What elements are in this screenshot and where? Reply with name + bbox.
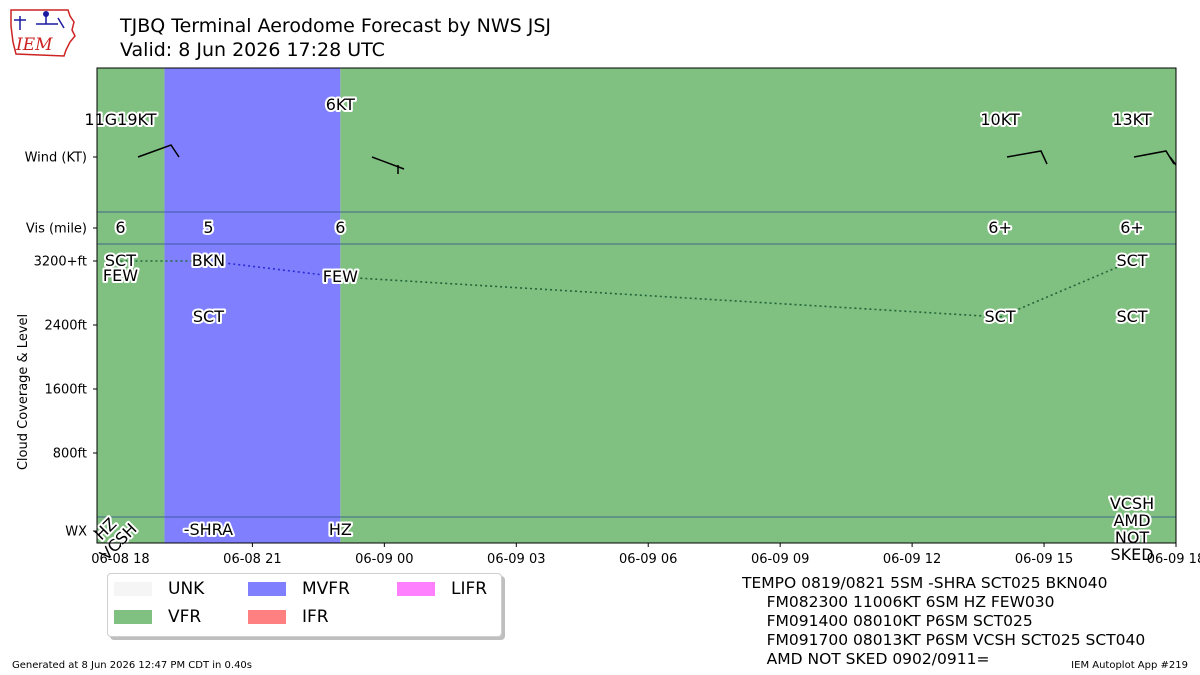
wind-label: 6KT <box>326 95 355 114</box>
y-axis-label: Cloud Coverage & Level <box>16 314 31 470</box>
raw-taf-line: TEMPO 0819/0821 5SM -SHRA SCT025 BKN040 <box>742 574 1108 592</box>
y-tick-label: Wind (KT) <box>25 151 87 166</box>
wx-label: VCSH <box>1110 494 1154 513</box>
cloud-cover-label: BKN <box>192 251 225 270</box>
x-tick-label: 06-09 15 <box>1015 552 1073 567</box>
legend: UNK VFR MVFR IFR LIFR <box>107 573 502 637</box>
cloud-cover-label: SCT <box>1116 251 1147 270</box>
x-tick-label: 06-08 21 <box>223 552 281 567</box>
iowa-map-icon: IEM <box>10 9 76 57</box>
cloud-cover-label: FEW <box>323 267 358 286</box>
visibility-label: 6 <box>115 218 125 237</box>
plot-frame <box>96 67 1177 544</box>
band-vfr-2 <box>340 68 1176 543</box>
band-mvfr-1 <box>164 68 341 543</box>
visibility-label: 6+ <box>1120 218 1144 237</box>
y-tick-label: 2400ft <box>44 319 87 334</box>
raw-taf-text: TEMPO 0819/0821 5SM -SHRA SCT025 BKN040 … <box>742 574 1145 669</box>
band-vfr-0 <box>97 68 165 543</box>
raw-taf-line: FM082300 11006KT 6SM HZ FEW030 <box>742 593 1055 611</box>
app-footer: IEM Autoplot App #219 <box>1071 660 1188 671</box>
cloud-cover-label: SCT <box>193 307 224 326</box>
legend-swatch <box>248 582 286 596</box>
wx-label: -SHRA <box>184 520 233 539</box>
legend-swatch <box>114 582 152 596</box>
x-tick-label: 06-09 09 <box>751 552 809 567</box>
y-tick-label: WX <box>65 525 87 540</box>
flight-category-bands <box>97 68 1176 543</box>
wx-label: SKED <box>1110 545 1153 564</box>
x-tick-label: 06-08 18 <box>91 552 149 567</box>
legend-swatch <box>114 610 152 624</box>
raw-taf-line: FM091700 08013KT P6SM VCSH SCT025 SCT040 <box>742 631 1146 649</box>
x-axis: 06-08 18 06-08 21 06-09 00 06-09 03 06-09 06… <box>91 543 1200 567</box>
chart-title-block: TJBQ Terminal Aerodome Forecast by NWS J… <box>120 14 551 62</box>
legend-item-mvfr: MVFR <box>248 578 350 600</box>
cloud-lines <box>120 260 1133 318</box>
cloud-cover-label: SCT <box>1116 307 1147 326</box>
y-tick-label: 800ft <box>53 447 87 462</box>
legend-label: VFR <box>168 607 202 627</box>
x-tick-label: 06-09 18 <box>1147 552 1200 567</box>
x-tick-label: 06-09 06 <box>619 552 677 567</box>
y-tick-label: 1600ft <box>44 383 87 398</box>
legend-item-unk: UNK <box>114 578 204 600</box>
raw-taf-line: FM091400 08010KT P6SM SCT025 <box>742 612 1033 630</box>
x-tick-label: 06-09 12 <box>883 552 941 567</box>
legend-label: LIFR <box>451 579 488 599</box>
iem-logo: IEM <box>8 6 78 58</box>
x-tick-label: 06-09 00 <box>355 552 413 567</box>
legend-swatch <box>248 610 286 624</box>
logo-text: IEM <box>15 35 53 55</box>
legend-label: MVFR <box>302 579 350 599</box>
legend-item-ifr: IFR <box>248 606 329 628</box>
visibility-label: 6+ <box>988 218 1012 237</box>
chart-subtitle: Valid: 8 Jun 2026 17:28 UTC <box>120 39 385 61</box>
wind-label: 11G19KT <box>84 110 156 129</box>
cloud-cover-label: FEW <box>103 266 138 285</box>
visibility-label: 5 <box>203 218 213 237</box>
wind-label: 13KT <box>1112 110 1152 129</box>
y-tick-label: 3200+ft <box>34 255 87 270</box>
visibility-label: 6 <box>335 218 345 237</box>
generated-footer: Generated at 8 Jun 2026 12:47 PM CDT in … <box>12 660 253 671</box>
wx-label: AMD <box>1113 511 1150 530</box>
wind-label: 10KT <box>980 110 1020 129</box>
cloud-line-2 <box>340 276 1001 318</box>
cloud-cover-label: SCT <box>985 307 1016 326</box>
y-tick-label: Vis (mile) <box>26 222 87 237</box>
wind-barb-2 <box>1006 150 1048 165</box>
legend-swatch <box>397 582 435 596</box>
legend-label: UNK <box>168 579 205 599</box>
taf-timeline-chart: 11G19KT6SCTFEWHZVCSH5BKNSCT-SHRA6KT6FEWH… <box>16 67 1200 567</box>
cloud-line-3 <box>999 260 1133 318</box>
row-separators <box>97 211 1176 518</box>
cloud-line-1 <box>208 260 341 278</box>
raw-taf-line: AMD NOT SKED 0902/0911= <box>742 650 990 668</box>
wind-barb-3 <box>1169 156 1177 166</box>
legend-item-vfr: VFR <box>114 606 201 628</box>
x-tick-label: 06-09 03 <box>487 552 545 567</box>
wind-barbs <box>137 144 1177 174</box>
chart-title: TJBQ Terminal Aerodome Forecast by NWS J… <box>120 15 552 37</box>
legend-item-lifr: LIFR <box>397 578 487 600</box>
legend-label: IFR <box>302 607 329 627</box>
cloud-cover-label: SCT <box>105 251 136 270</box>
wind-barb-0 <box>137 144 180 158</box>
data-labels: 11G19KT6SCTFEWHZVCSH5BKNSCT-SHRA6KT6FEWH… <box>82 93 1156 566</box>
wx-label: HZ <box>329 520 352 539</box>
y-axis: Wind (KT) Vis (mile) 3200+ft 2400ft 1600ft 80… <box>16 151 97 540</box>
